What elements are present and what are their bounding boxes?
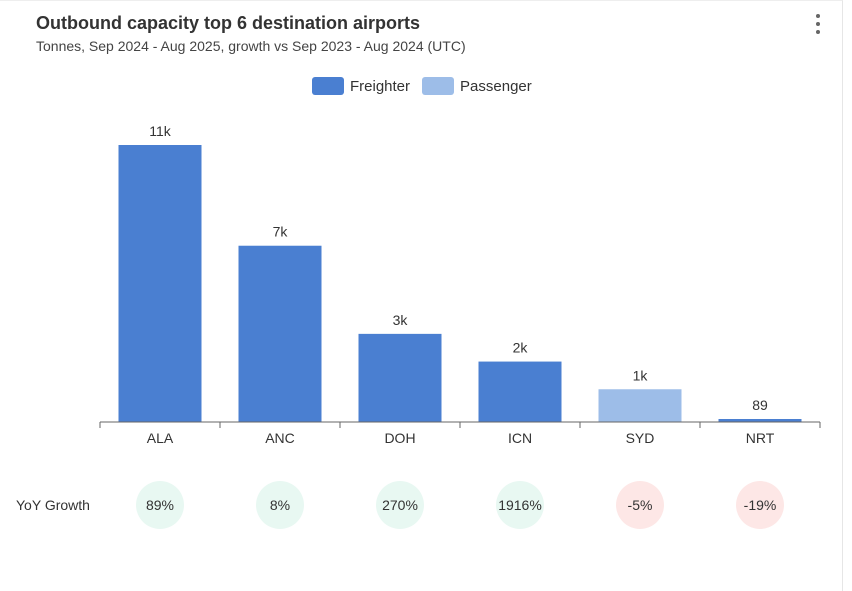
data-label-syd: 1k (633, 367, 649, 383)
data-label-nrt: 89 (752, 397, 768, 413)
x-tick-label-icn: ICN (508, 430, 532, 446)
yoy-growth-badge-ala: 89% (136, 481, 184, 529)
bar-ala[interactable] (119, 145, 202, 422)
data-label-doh: 3k (393, 312, 409, 328)
yoy-growth-badge-icn: 1916% (496, 481, 544, 529)
yoy-growth-badge-syd: -5% (616, 481, 664, 529)
chart-card: Outbound capacity top 6 destination airp… (0, 0, 843, 591)
yoy-growth-badge-nrt: -19% (736, 481, 784, 529)
data-label-anc: 7k (273, 224, 289, 240)
bar-doh[interactable] (359, 334, 442, 422)
bar-chart: 11k ALA 7k ANC 3k DOH 2k ICN 1k SYD 89 NRT (0, 1, 852, 471)
bar-syd[interactable] (599, 389, 682, 422)
data-label-icn: 2k (513, 340, 529, 356)
yoy-growth-badge-doh: 270% (376, 481, 424, 529)
data-label-ala: 11k (149, 123, 172, 139)
yoy-growth-label: YoY Growth (16, 497, 90, 513)
x-tick-label-syd: SYD (626, 430, 655, 446)
bar-icn[interactable] (479, 362, 562, 422)
x-tick-label-anc: ANC (265, 430, 295, 446)
x-tick-label-nrt: NRT (746, 430, 775, 446)
x-tick-label-doh: DOH (384, 430, 415, 446)
bar-anc[interactable] (239, 246, 322, 422)
yoy-growth-badge-anc: 8% (256, 481, 304, 529)
x-tick-label-ala: ALA (147, 430, 174, 446)
